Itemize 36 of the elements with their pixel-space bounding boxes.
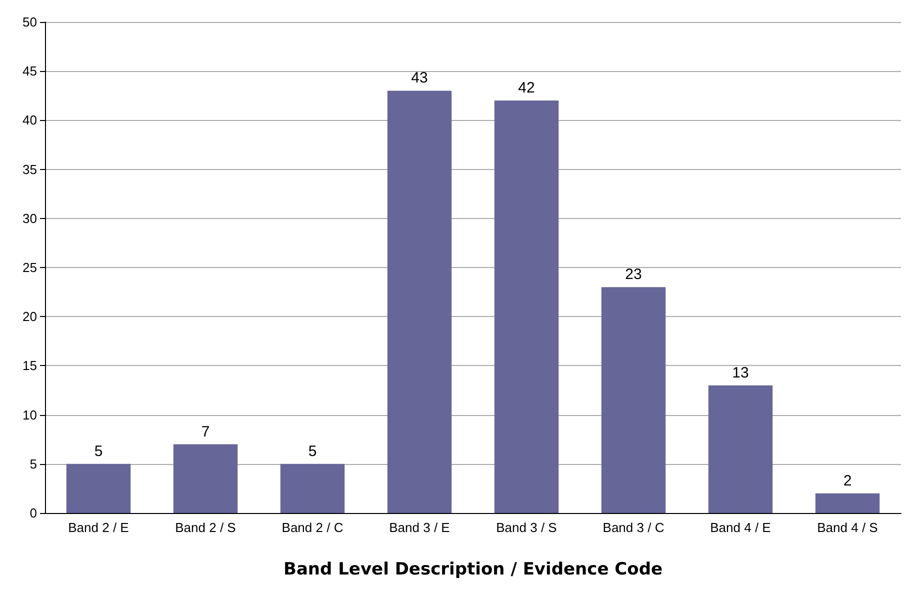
x-tick-label: Band 2 / C [282,520,344,535]
bar [708,385,773,513]
y-tick-label: 10 [22,407,37,422]
x-tick-label: Band 3 / S [496,520,558,535]
x-tick-label: Band 3 / E [389,520,450,535]
bar [815,493,880,513]
data-label: 7 [201,423,210,440]
y-tick-label: 5 [30,456,37,472]
data-label: 5 [308,442,317,460]
y-tick-label: 20 [22,309,37,324]
y-tick-label: 35 [22,162,37,177]
data-label: 42 [518,80,535,97]
data-label: 13 [732,364,749,382]
bar [280,464,345,513]
bar [387,90,452,513]
bar [66,464,131,513]
bar [494,100,559,513]
x-axis-title: Band Level Description / Evidence Code [283,560,663,580]
data-label: 43 [411,70,428,87]
bar [601,287,666,513]
x-tick-label: Band 2 / E [68,520,130,535]
y-tick-label: 25 [22,260,37,275]
x-tick-label: Band 4 / E [710,520,772,535]
x-tick-label: Band 3 / C [602,520,664,535]
y-tick-label: 45 [22,64,37,79]
y-tick-label: 0 [30,506,37,520]
y-tick-label: 50 [22,14,37,30]
data-label: 2 [843,472,852,490]
y-tick-label: 30 [22,210,37,226]
x-tick-label: Band 2 / S [175,520,236,535]
y-tick-label: 40 [22,112,37,128]
data-label: 5 [94,442,103,460]
bar [173,444,238,513]
x-tick-label: Band 4 / S [817,520,878,535]
y-tick-label: 15 [22,358,37,374]
data-label: 23 [625,266,642,284]
